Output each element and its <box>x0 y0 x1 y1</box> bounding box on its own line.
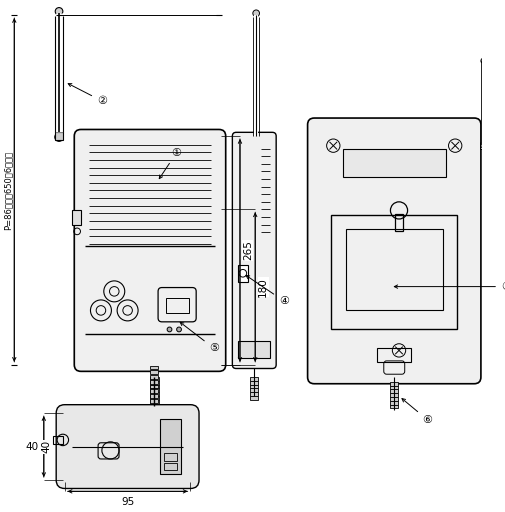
Bar <box>390 393 397 397</box>
Bar <box>150 380 158 383</box>
Bar <box>390 401 397 404</box>
Bar <box>479 142 487 150</box>
FancyBboxPatch shape <box>56 404 198 488</box>
Bar <box>72 210 81 225</box>
Bar <box>149 377 159 381</box>
Bar <box>390 386 397 390</box>
Bar <box>150 366 158 370</box>
Bar <box>149 396 159 400</box>
Bar <box>390 404 397 409</box>
Text: 180: 180 <box>258 277 268 297</box>
FancyBboxPatch shape <box>307 118 480 383</box>
Text: ①: ① <box>159 148 181 179</box>
Bar <box>150 370 158 374</box>
Circle shape <box>55 8 63 15</box>
FancyBboxPatch shape <box>74 130 225 371</box>
Circle shape <box>480 58 486 64</box>
Text: ⑥: ⑥ <box>401 398 432 425</box>
Text: P=86全伸時650（6段式）: P=86全伸時650（6段式） <box>3 151 12 229</box>
Text: ④: ④ <box>245 275 288 306</box>
Bar <box>331 215 456 329</box>
Text: 95: 95 <box>121 497 134 507</box>
Bar <box>250 392 258 396</box>
Bar <box>394 214 402 231</box>
Bar <box>150 390 158 393</box>
Bar <box>390 390 397 393</box>
Bar <box>149 392 159 396</box>
Bar <box>149 385 159 389</box>
Bar <box>376 349 411 362</box>
Bar <box>250 377 258 381</box>
Bar <box>160 419 181 474</box>
Bar <box>150 385 158 389</box>
Text: ⑤: ⑤ <box>180 322 219 353</box>
Text: 40: 40 <box>41 440 51 453</box>
Bar <box>250 389 258 392</box>
Bar <box>150 399 158 403</box>
Text: 40: 40 <box>26 441 39 452</box>
Bar <box>149 381 159 385</box>
Text: ②: ② <box>68 83 107 106</box>
Circle shape <box>167 327 172 332</box>
Bar <box>342 148 445 177</box>
Bar <box>250 381 258 385</box>
Text: ③: ③ <box>393 282 505 292</box>
Bar <box>53 436 63 444</box>
Circle shape <box>176 327 181 332</box>
Bar <box>55 132 63 140</box>
Text: 265: 265 <box>242 241 252 260</box>
Bar <box>150 394 158 398</box>
Bar <box>149 389 159 392</box>
Bar <box>250 396 258 400</box>
Bar <box>165 298 188 313</box>
FancyBboxPatch shape <box>232 132 276 369</box>
Bar <box>164 453 177 461</box>
Circle shape <box>252 10 259 16</box>
Bar <box>390 382 397 386</box>
Bar <box>250 385 258 389</box>
Bar <box>150 375 158 379</box>
Bar <box>238 341 270 358</box>
Bar <box>149 400 159 404</box>
Bar <box>390 397 397 401</box>
Bar <box>164 463 177 471</box>
Bar <box>238 265 247 282</box>
Bar <box>345 229 442 310</box>
